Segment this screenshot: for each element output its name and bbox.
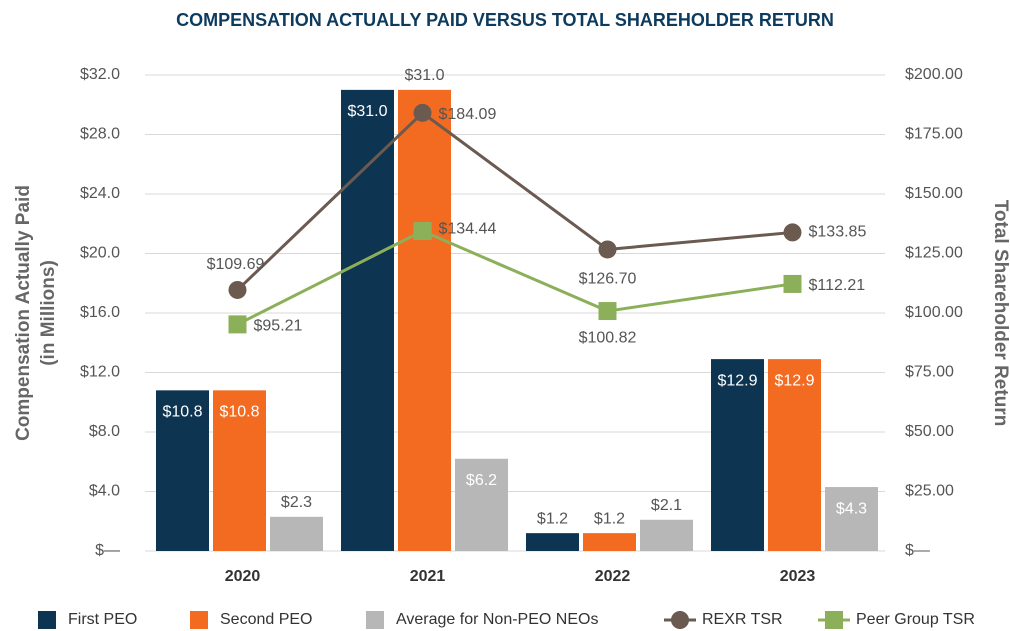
bar xyxy=(640,519,693,551)
legend-swatch xyxy=(366,611,384,629)
bar-value-label: $12.9 xyxy=(717,372,757,389)
bar xyxy=(398,89,451,551)
line-value-label: $184.09 xyxy=(439,106,497,123)
line-point xyxy=(228,315,247,334)
y2-tick-label: $150.00 xyxy=(905,185,963,202)
bar-value-label: $31.0 xyxy=(347,103,387,120)
y-tick-label: $12.0 xyxy=(80,364,120,381)
legend-label: REXR TSR xyxy=(702,611,783,628)
line-point xyxy=(598,302,617,321)
x-tick-label: 2023 xyxy=(780,568,816,585)
legend-label: Average for Non-PEO NEOs xyxy=(396,611,598,628)
bar xyxy=(270,516,323,551)
y2-tick-label: $100.00 xyxy=(905,304,963,321)
line-point xyxy=(413,222,432,241)
legend-label: Peer Group TSR xyxy=(856,611,975,628)
legend-swatch xyxy=(671,611,689,629)
y2-tick-label: $175.00 xyxy=(905,126,963,143)
y-axis-label: Compensation Actually Paid xyxy=(13,185,34,441)
y2-tick-label: $200.00 xyxy=(905,66,963,83)
y-tick-label: $32.0 xyxy=(80,66,120,83)
y2-tick-label: $25.00 xyxy=(905,483,954,500)
y-tick-label: $8.0 xyxy=(89,423,120,440)
line-point xyxy=(413,103,432,122)
y-tick-label: $16.0 xyxy=(80,304,120,321)
legend-swatch xyxy=(825,611,843,629)
bar-value-label: $1.2 xyxy=(594,510,625,527)
line-value-label: $126.70 xyxy=(579,271,637,288)
line-point xyxy=(228,280,247,299)
bar xyxy=(213,390,266,551)
bar-value-label: $6.2 xyxy=(466,472,497,489)
bar xyxy=(768,359,821,551)
y2-tick-label: $75.00 xyxy=(905,364,954,381)
y-tick-label: $24.0 xyxy=(80,185,120,202)
x-tick-label: 2020 xyxy=(225,568,261,585)
x-tick-label: 2022 xyxy=(595,568,631,585)
bar xyxy=(583,533,636,551)
line-value-label: $100.82 xyxy=(579,329,637,346)
bar xyxy=(341,89,394,551)
legend-swatch xyxy=(190,611,208,629)
bar-value-label: $2.3 xyxy=(281,494,312,511)
y-tick-label: $28.0 xyxy=(80,126,120,143)
line-point xyxy=(598,240,617,259)
legend-label: First PEO xyxy=(68,611,137,628)
bar-value-label: $10.8 xyxy=(219,404,259,421)
y2-tick-label: $125.00 xyxy=(905,245,963,262)
line-value-label: $95.21 xyxy=(254,318,303,335)
bar xyxy=(711,359,764,551)
bar xyxy=(526,533,579,551)
bar-value-label: $12.9 xyxy=(774,372,814,389)
legend-label: Second PEO xyxy=(220,611,313,628)
y-tick-label: $20.0 xyxy=(80,245,120,262)
y2-axis-label: Total Shareholder Return xyxy=(990,200,1010,427)
line-value-label: $133.85 xyxy=(809,224,867,241)
bar xyxy=(156,390,209,551)
chart-title: COMPENSATION ACTUALLY PAID VERSUS TOTAL … xyxy=(176,10,834,30)
y2-tick-label: $50.00 xyxy=(905,423,954,440)
line-point xyxy=(783,223,802,242)
line-point xyxy=(783,274,802,293)
bar-value-label: $31.0 xyxy=(404,67,444,84)
line xyxy=(236,110,793,292)
bar xyxy=(825,487,878,551)
bar-value-label: $2.1 xyxy=(651,497,682,514)
bar xyxy=(455,458,508,551)
bar-value-label: $1.2 xyxy=(537,510,568,527)
line-value-label: $109.69 xyxy=(207,256,265,273)
y-tick-label: $— xyxy=(95,542,120,559)
x-tick-label: 2021 xyxy=(410,568,446,585)
y-axis-label: (in Millions) xyxy=(38,260,59,366)
line xyxy=(236,229,793,326)
bar-value-label: $10.8 xyxy=(162,404,202,421)
y-tick-label: $4.0 xyxy=(89,483,120,500)
bar-value-label: $4.3 xyxy=(836,500,867,517)
line-value-label: $112.21 xyxy=(809,277,866,294)
y2-tick-label: $— xyxy=(905,542,930,559)
line-value-label: $134.44 xyxy=(439,220,497,237)
legend-swatch xyxy=(38,611,56,629)
